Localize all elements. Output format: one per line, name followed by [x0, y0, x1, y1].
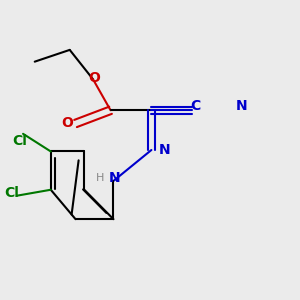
Text: O: O: [88, 71, 101, 85]
Text: H: H: [96, 173, 104, 183]
Text: N: N: [109, 171, 121, 185]
Text: O: O: [61, 116, 73, 130]
Text: N: N: [236, 99, 248, 113]
Text: Cl: Cl: [13, 134, 28, 148]
Text: N: N: [159, 143, 170, 157]
Text: Cl: Cl: [4, 186, 19, 200]
Text: C: C: [190, 99, 200, 113]
